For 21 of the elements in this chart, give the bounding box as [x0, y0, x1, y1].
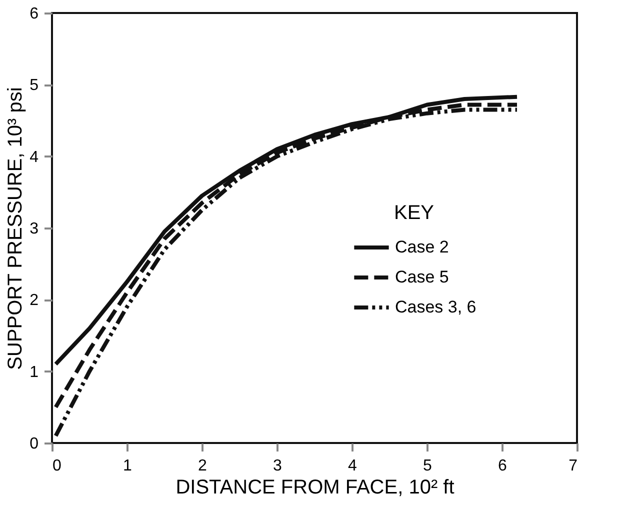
legend-title: KEY	[394, 202, 434, 224]
x-tick-label: 3	[273, 458, 282, 474]
y-tick-label: 2	[30, 292, 39, 310]
legend-label: Cases 3, 6	[395, 298, 476, 316]
y-tick-label: 4	[30, 148, 39, 166]
x-tick-label: 5	[423, 458, 432, 474]
y-tick-label: 3	[30, 220, 39, 238]
y-tick-label: 6	[30, 6, 39, 22]
legend-label: Case 5	[395, 268, 449, 286]
x-tick-label: 2	[198, 458, 208, 474]
y-tick-label: 0	[30, 436, 39, 452]
y-tick-label: 1	[30, 364, 39, 381]
y-axis-title: SUPPORT PRESSURE, 10³ psi	[4, 87, 27, 370]
x-axis-title: DISTANCE FROM FACE, 10² ft	[176, 476, 455, 498]
x-tick-label: 7	[568, 458, 578, 474]
x-tick-label: 6	[498, 458, 508, 474]
legend-label: Case 2	[395, 238, 449, 256]
y-tick-label: 5	[30, 77, 39, 94]
x-tick-label: 0	[52, 458, 62, 474]
x-tick-label: 1	[123, 458, 132, 474]
x-tick-label: 4	[348, 458, 358, 474]
